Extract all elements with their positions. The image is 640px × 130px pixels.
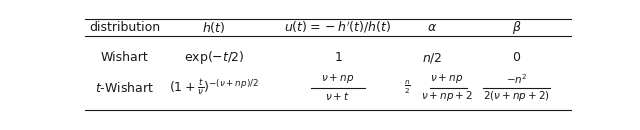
Text: $1$: $1$: [333, 51, 342, 64]
Text: $u(t) = -h'(t)/h(t)$: $u(t) = -h'(t)/h(t)$: [284, 20, 392, 35]
Text: $2(\nu+np+2)$: $2(\nu+np+2)$: [483, 89, 550, 103]
Text: $\exp(-t/2)$: $\exp(-t/2)$: [184, 49, 244, 66]
Text: $h(t)$: $h(t)$: [202, 20, 226, 35]
Text: $\frac{n}{2}$: $\frac{n}{2}$: [404, 79, 411, 96]
Text: $\nu+np$: $\nu+np$: [321, 72, 355, 85]
Text: Wishart: Wishart: [100, 51, 148, 64]
Text: distribution: distribution: [89, 21, 160, 34]
Text: $0$: $0$: [512, 51, 521, 64]
Text: $(1 + \frac{t}{\nu})^{-(\nu+np)/2}$: $(1 + \frac{t}{\nu})^{-(\nu+np)/2}$: [169, 78, 259, 97]
Text: $\nu+np$: $\nu+np$: [431, 72, 463, 85]
Text: $t$-Wishart: $t$-Wishart: [95, 81, 154, 95]
Text: $\nu+np+2$: $\nu+np+2$: [421, 89, 473, 103]
Text: $\nu+t$: $\nu+t$: [326, 90, 350, 102]
Text: $-n^2$: $-n^2$: [506, 72, 527, 86]
Text: $n/2$: $n/2$: [422, 51, 442, 65]
Text: $\alpha$: $\alpha$: [427, 21, 437, 34]
Text: $\beta$: $\beta$: [511, 19, 522, 36]
